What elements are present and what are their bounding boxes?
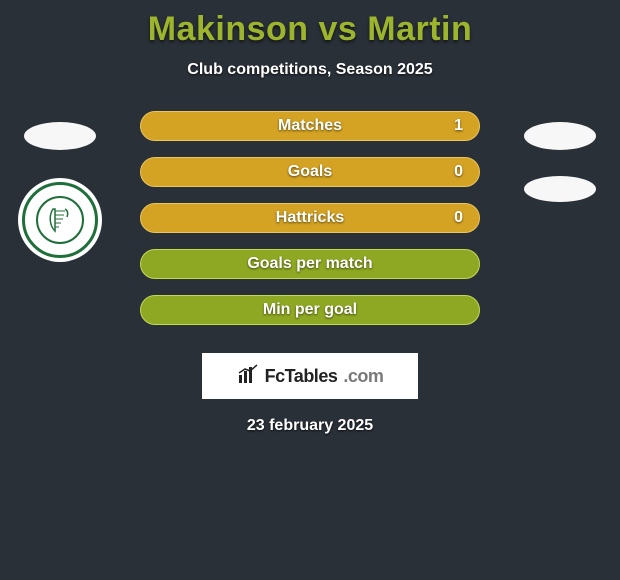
page-title: Makinson vs Martin xyxy=(0,10,620,49)
club-a-badge xyxy=(18,178,102,262)
stat-value-right: 0 xyxy=(454,163,463,181)
player-a-avatar-placeholder xyxy=(24,122,96,150)
brand-name: FcTables xyxy=(265,366,338,387)
player-b-name: Martin xyxy=(367,10,472,48)
date-label: 23 february 2025 xyxy=(0,417,620,435)
subtitle: Club competitions, Season 2025 xyxy=(0,61,620,79)
stat-value-right: 1 xyxy=(454,117,463,135)
stat-value-right: 0 xyxy=(454,209,463,227)
title-vs: vs xyxy=(319,10,368,48)
brand-box[interactable]: FcTables.com xyxy=(202,353,418,399)
stat-label: Hattricks xyxy=(276,209,344,227)
stat-label: Matches xyxy=(278,117,342,135)
stat-row: Min per goal xyxy=(0,295,620,341)
club-b-badge-placeholder xyxy=(524,176,596,202)
player-a-name: Makinson xyxy=(148,10,309,48)
stat-label: Goals per match xyxy=(247,255,372,273)
stat-label: Min per goal xyxy=(263,301,357,319)
stat-bar: Hattricks 0 xyxy=(140,203,480,233)
harp-icon xyxy=(45,205,75,235)
stat-label: Goals xyxy=(288,163,332,181)
player-b-avatar-placeholder xyxy=(524,122,596,150)
stat-bar: Goals per match xyxy=(140,249,480,279)
stat-bar: Min per goal xyxy=(140,295,480,325)
brand-suffix: .com xyxy=(343,366,383,387)
brand-chart-icon xyxy=(237,363,259,390)
stat-bar: Goals 0 xyxy=(140,157,480,187)
stat-bar: Matches 1 xyxy=(140,111,480,141)
